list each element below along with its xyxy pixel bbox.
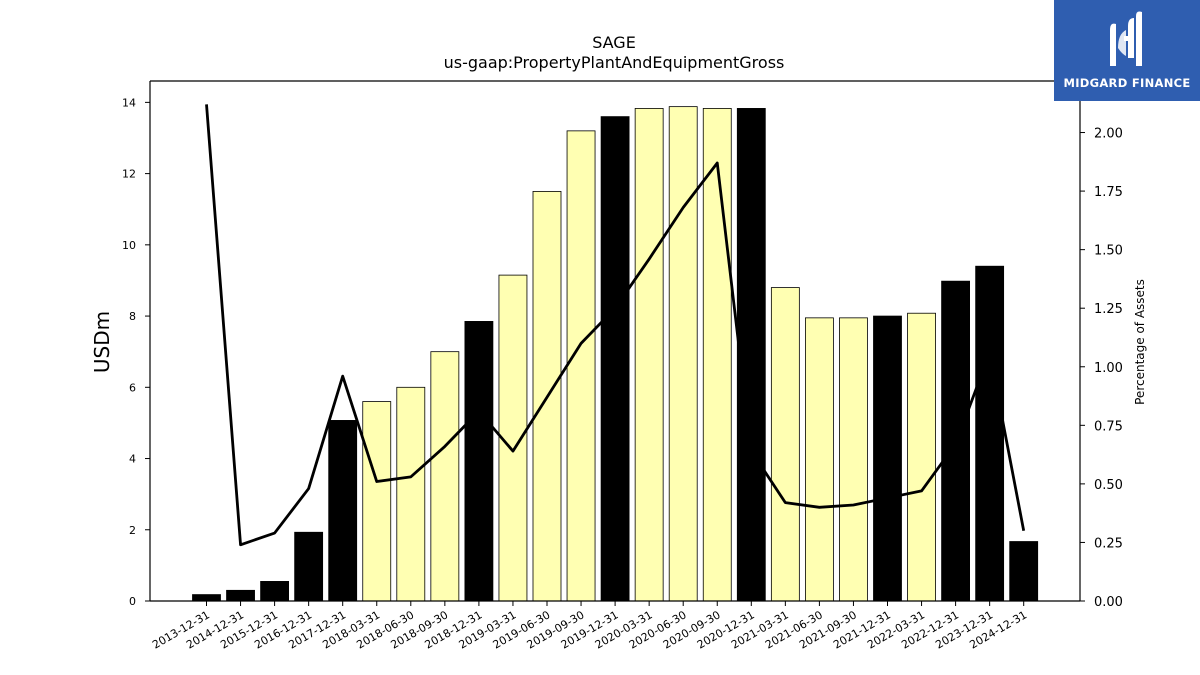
left-tick-label: 6 xyxy=(129,381,136,394)
midgard-m-logo-icon xyxy=(1110,11,1142,67)
left-tick-label: 10 xyxy=(122,239,136,252)
left-tick-label: 8 xyxy=(129,310,136,323)
right-tick-label: 1.75 xyxy=(1094,185,1123,200)
left-tick-label: 14 xyxy=(122,96,136,109)
bar-series xyxy=(192,106,1039,602)
chart-title: SAGE xyxy=(592,33,636,52)
right-tick-label: 0.00 xyxy=(1094,595,1123,610)
x-axis: 2013-12-312014-12-312015-12-312016-12-31… xyxy=(150,601,1029,652)
bar-2022-03-31 xyxy=(907,312,936,602)
left-y-axis: 0 2 4 6 8 10 12 14 xyxy=(122,96,150,608)
y-axis-label: USDm xyxy=(90,311,114,373)
bar-2024-12-31 xyxy=(1009,541,1039,602)
right-tick-label: 1.50 xyxy=(1094,244,1123,259)
bar-2017-12-31 xyxy=(328,420,358,602)
bar-2020-03-31 xyxy=(634,108,664,602)
left-tick-label: 4 xyxy=(129,453,136,466)
bar-2019-09-30 xyxy=(566,130,596,602)
right-tick-label: 1.25 xyxy=(1094,302,1123,317)
bar-2018-09-30 xyxy=(430,351,460,602)
midgard-finance-logo: MIDGARD FINANCE xyxy=(1054,0,1200,101)
bar-2018-03-31 xyxy=(362,401,392,602)
right-y-axis: 0.00 0.25 0.50 0.75 1.00 1.25 1.50 1.75 2.00 xyxy=(1080,127,1123,610)
left-tick-label: 12 xyxy=(122,168,136,181)
right-tick-label: 0.75 xyxy=(1094,419,1123,434)
bar-2020-06-30 xyxy=(668,106,698,602)
bar-2021-06-30 xyxy=(805,317,834,602)
line-series xyxy=(205,104,1026,547)
bar-2015-12-31 xyxy=(260,581,290,602)
logo-text: MIDGARD FINANCE xyxy=(1063,76,1191,90)
bar-2020-12-31 xyxy=(736,108,766,602)
bar-2016-12-31 xyxy=(294,531,324,602)
bar-2021-03-31 xyxy=(770,287,800,602)
left-tick-label: 0 xyxy=(129,595,136,608)
right-tick-label: 2.00 xyxy=(1094,127,1123,142)
bar-2018-12-31 xyxy=(464,321,494,602)
left-tick-label: 2 xyxy=(129,524,136,537)
right-tick-label: 0.25 xyxy=(1094,536,1123,551)
chart-subtitle: us-gaap:PropertyPlantAndEquipmentGross xyxy=(444,53,785,72)
right-tick-label: 0.50 xyxy=(1094,478,1123,493)
y2-axis-label: Percentage of Assets xyxy=(1133,279,1147,405)
bar-2014-12-31 xyxy=(226,589,255,602)
bar-2023-12-31 xyxy=(975,265,1005,602)
bar-2021-12-31 xyxy=(873,315,902,602)
bar-2019-12-31 xyxy=(600,116,630,602)
bar-2020-09-30 xyxy=(702,108,732,602)
bar-2021-09-30 xyxy=(839,317,868,602)
right-tick-label: 1.00 xyxy=(1094,361,1123,376)
bar-2018-06-30 xyxy=(396,386,426,602)
bar-2013-12-31 xyxy=(192,594,221,602)
